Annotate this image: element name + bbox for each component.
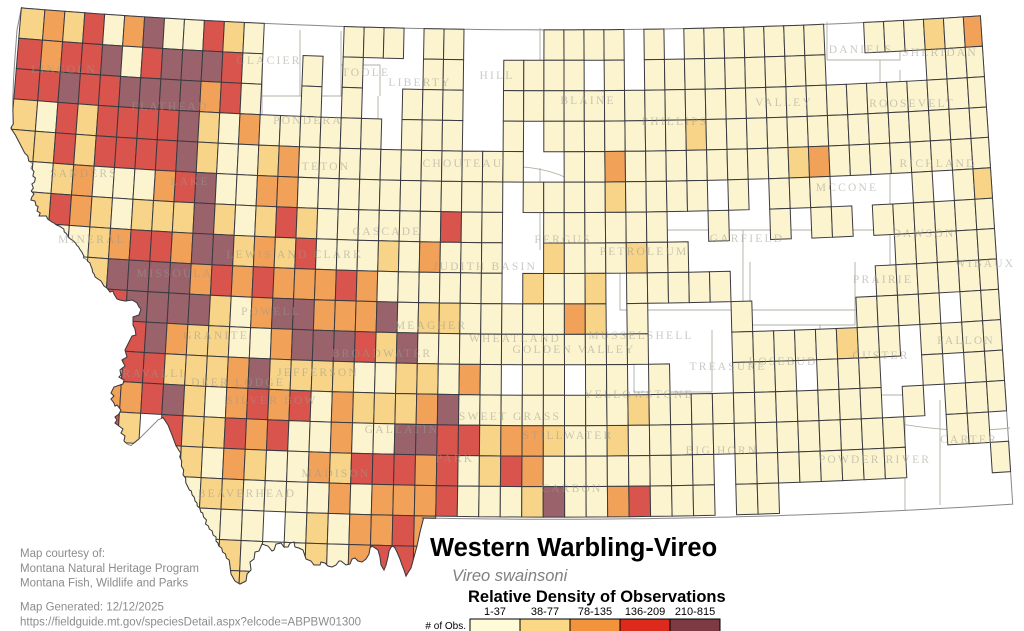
svg-text:GLACIER: GLACIER [236, 55, 301, 67]
svg-text:JUDITH BASIN: JUDITH BASIN [433, 261, 537, 273]
svg-text:STILLWATER: STILLWATER [523, 430, 614, 442]
svg-text:POWELL: POWELL [241, 306, 301, 318]
svg-text:SWEET GRASS: SWEET GRASS [459, 411, 561, 423]
svg-text:Vireo swainsoni: Vireo swainsoni [452, 567, 569, 585]
svg-text:https://fieldguide.mt.gov/spec: https://fieldguide.mt.gov/speciesDetail.… [20, 617, 361, 629]
svg-text:VALLEY: VALLEY [755, 97, 813, 109]
svg-text:Montana Natural Heritage Progr: Montana Natural Heritage Program [20, 563, 199, 575]
svg-text:Montana Fish, Wildlife and Par: Montana Fish, Wildlife and Parks [20, 578, 188, 590]
svg-text:BIG HORN: BIG HORN [686, 445, 759, 457]
svg-text:ROSEBUD: ROSEBUD [748, 356, 817, 368]
svg-text:136-209: 136-209 [625, 606, 665, 618]
svg-text:MADISON: MADISON [301, 468, 370, 480]
svg-text:MISSOULA: MISSOULA [137, 268, 213, 280]
svg-text:MCCONE: MCCONE [816, 182, 878, 194]
svg-text:LINCOLN: LINCOLN [31, 64, 97, 76]
svg-text:TETON: TETON [302, 161, 350, 173]
svg-text:DAWSON: DAWSON [893, 228, 956, 240]
svg-text:HILL: HILL [480, 70, 515, 82]
svg-text:DEER LODGE: DEER LODGE [191, 377, 285, 389]
svg-text:Western Warbling-Vireo: Western Warbling-Vireo [430, 534, 717, 562]
svg-text:Relative Density of Observatio: Relative Density of Observations [468, 588, 726, 606]
svg-text:LEWIS AND CLARK: LEWIS AND CLARK [226, 249, 363, 261]
svg-text:SILVER BOW: SILVER BOW [227, 395, 318, 407]
svg-text:MINERAL: MINERAL [58, 234, 126, 246]
svg-text:BROADWATER: BROADWATER [332, 348, 433, 360]
svg-text:MUSSELSHELL: MUSSELSHELL [588, 330, 693, 342]
svg-text:RAVALLI: RAVALLI [123, 368, 186, 380]
svg-text:210-815: 210-815 [675, 606, 715, 618]
svg-text:CARBON: CARBON [541, 483, 602, 495]
svg-text:MEAGHER: MEAGHER [395, 320, 467, 332]
svg-text:BEAVERHEAD: BEAVERHEAD [198, 488, 296, 500]
svg-text:Map courtesy of:: Map courtesy of: [20, 548, 105, 560]
svg-text:CHOUTEAU: CHOUTEAU [423, 158, 504, 170]
svg-text:CUSTER: CUSTER [852, 350, 909, 362]
svg-text:LAKE: LAKE [170, 176, 209, 188]
svg-text:FLATHEAD: FLATHEAD [131, 101, 208, 113]
svg-text:WIBAUX: WIBAUX [955, 258, 1015, 270]
svg-text:FERGUS: FERGUS [534, 234, 591, 246]
svg-text:ROOSEVELT: ROOSEVELT [869, 98, 955, 110]
svg-text:PETROLEUM: PETROLEUM [600, 246, 689, 258]
svg-text:BLAINE: BLAINE [560, 95, 615, 107]
svg-text:DANIELS: DANIELS [829, 44, 894, 56]
svg-text:YELLOWSTONE: YELLOWSTONE [584, 389, 694, 401]
svg-text:PHILLIPS: PHILLIPS [642, 116, 709, 128]
svg-text:TOOLE: TOOLE [342, 67, 390, 79]
svg-text:CASCADE: CASCADE [352, 226, 421, 238]
svg-text:GOLDEN VALLEY: GOLDEN VALLEY [512, 344, 635, 356]
svg-text:FALLON: FALLON [937, 335, 995, 347]
svg-text:CARTER: CARTER [940, 434, 998, 446]
svg-text:RICHLAND: RICHLAND [899, 158, 976, 170]
svg-text:GRANITE: GRANITE [183, 330, 249, 342]
svg-text:PRAIRIE: PRAIRIE [853, 274, 913, 286]
svg-text:PARK: PARK [436, 453, 474, 465]
svg-text:GALLATIN: GALLATIN [365, 424, 439, 436]
svg-text:SHERIDAN: SHERIDAN [902, 47, 978, 59]
svg-text:TREASURE: TREASURE [689, 361, 766, 373]
svg-text:LIBERTY: LIBERTY [388, 77, 451, 89]
svg-text:JEFFERSON: JEFFERSON [277, 367, 359, 379]
svg-text:38-77: 38-77 [531, 606, 559, 618]
svg-text:WHEATLAND: WHEATLAND [469, 333, 561, 345]
svg-text:SANDERS: SANDERS [50, 168, 118, 180]
svg-text:GARFIELD: GARFIELD [710, 233, 784, 245]
svg-text:78-135: 78-135 [578, 606, 612, 618]
svg-text:1-37: 1-37 [484, 606, 506, 618]
svg-text:Map Generated: 12/12/2025: Map Generated: 12/12/2025 [20, 602, 164, 614]
svg-text:POWDER RIVER: POWDER RIVER [819, 454, 931, 466]
svg-text:# of Obs.: # of Obs. [425, 621, 466, 631]
svg-text:PONDERA: PONDERA [273, 115, 343, 127]
